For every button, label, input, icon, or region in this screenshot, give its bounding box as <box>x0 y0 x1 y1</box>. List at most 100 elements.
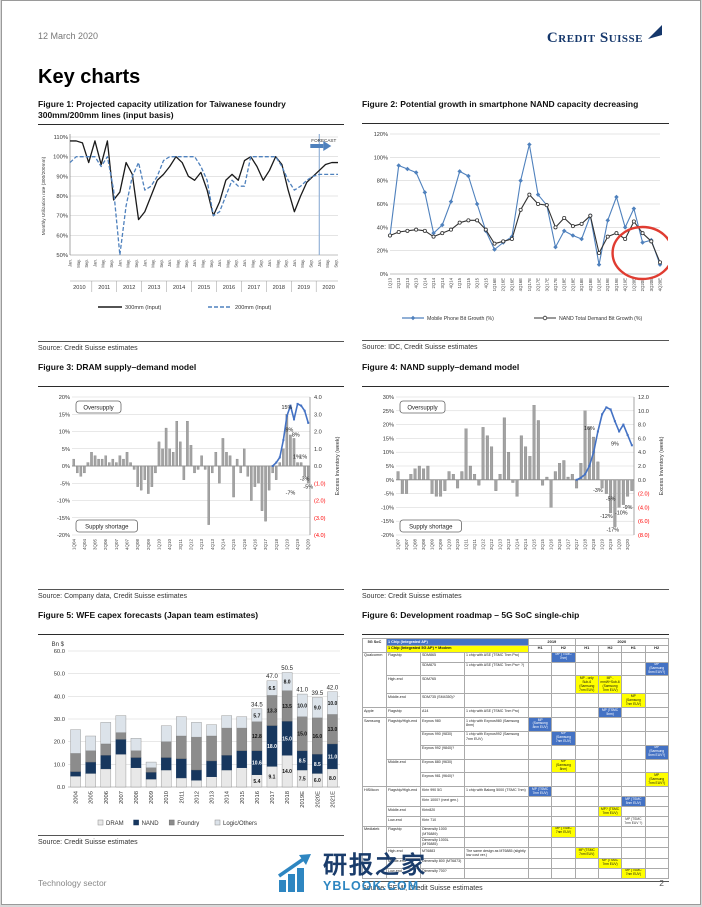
svg-text:34.5: 34.5 <box>251 702 263 708</box>
svg-text:120%: 120% <box>374 132 388 138</box>
svg-text:9.1: 9.1 <box>269 775 276 781</box>
svg-text:2.0: 2.0 <box>314 430 322 436</box>
svg-text:-5%: -5% <box>606 497 616 503</box>
svg-text:90%: 90% <box>56 174 68 180</box>
svg-text:6.0: 6.0 <box>638 436 646 442</box>
svg-text:FORECAST: FORECAST <box>311 138 336 143</box>
svg-text:6.0: 6.0 <box>314 778 321 784</box>
svg-text:1Q19E: 1Q19E <box>597 278 602 292</box>
svg-text:May.: May. <box>200 259 205 268</box>
svg-text:May.: May. <box>250 259 255 268</box>
svg-text:9%: 9% <box>611 441 619 447</box>
svg-text:3Q14: 3Q14 <box>220 539 225 551</box>
figure-2: Figure 2: Potential growth in smartphone… <box>362 99 669 352</box>
svg-text:Excess Inventory (week): Excess Inventory (week) <box>335 437 341 496</box>
svg-text:(6.0): (6.0) <box>638 519 650 525</box>
svg-text:8.0: 8.0 <box>284 680 291 686</box>
svg-text:3Q16E: 3Q16E <box>509 278 514 292</box>
svg-text:-15%: -15% <box>381 519 394 525</box>
svg-text:4Q13: 4Q13 <box>210 539 215 551</box>
svg-text:Jan.: Jan. <box>117 259 122 267</box>
svg-text:3Q15: 3Q15 <box>540 539 545 551</box>
svg-text:4Q19: 4Q19 <box>295 539 300 551</box>
svg-text:2012: 2012 <box>194 791 200 804</box>
svg-text:Sep.: Sep. <box>209 259 214 268</box>
svg-text:-10%: -10% <box>381 505 394 511</box>
svg-text:47.0: 47.0 <box>266 674 278 680</box>
svg-text:39.5: 39.5 <box>311 691 323 697</box>
svg-text:3Q14: 3Q14 <box>523 539 528 551</box>
svg-text:7.5: 7.5 <box>299 777 306 783</box>
svg-text:Monthly Utilization rate (300/: Monthly Utilization rate (300/200mm) <box>41 157 47 236</box>
svg-text:2018: 2018 <box>273 285 285 291</box>
svg-text:13.5: 13.5 <box>282 704 292 710</box>
svg-text:2011: 2011 <box>179 791 185 803</box>
svg-text:9%: 9% <box>285 428 293 434</box>
svg-text:2Q18: 2Q18 <box>274 539 279 551</box>
report-date: 12 March 2020 <box>38 31 99 41</box>
svg-text:-15%: -15% <box>57 516 70 522</box>
svg-text:9.0: 9.0 <box>314 706 321 712</box>
svg-text:4Q14: 4Q14 <box>448 277 453 288</box>
svg-text:3Q08: 3Q08 <box>135 539 140 551</box>
svg-text:8.5: 8.5 <box>314 762 321 768</box>
svg-text:50.0: 50.0 <box>54 672 65 678</box>
svg-text:80%: 80% <box>377 179 388 185</box>
svg-text:3Q19: 3Q19 <box>608 539 613 551</box>
svg-text:Sep.: Sep. <box>159 259 164 268</box>
svg-text:NAND: NAND <box>142 821 160 827</box>
figure-3-title: Figure 3: DRAM supply–demand model <box>38 362 344 388</box>
svg-text:4.0: 4.0 <box>314 395 322 401</box>
svg-text:1Q16: 1Q16 <box>549 539 554 551</box>
svg-text:1Q13: 1Q13 <box>388 277 393 288</box>
svg-text:2021E: 2021E <box>330 791 336 808</box>
page-title: Key charts <box>38 66 141 88</box>
svg-text:3Q17: 3Q17 <box>263 539 268 551</box>
svg-text:3Q18: 3Q18 <box>591 539 596 551</box>
svg-text:60.0: 60.0 <box>54 649 65 655</box>
svg-text:1Q12: 1Q12 <box>481 539 486 551</box>
figure-4-title: Figure 4: NAND supply–demand model <box>362 362 669 388</box>
svg-text:3Q08: 3Q08 <box>421 539 426 551</box>
svg-text:Sep.: Sep. <box>284 259 289 268</box>
svg-text:1Q18: 1Q18 <box>583 539 588 551</box>
svg-text:1Q07: 1Q07 <box>396 539 401 551</box>
svg-text:2016: 2016 <box>255 791 261 804</box>
svg-text:-3%: -3% <box>593 488 603 494</box>
svg-text:15%: 15% <box>282 405 293 411</box>
svg-text:4Q07: 4Q07 <box>125 539 130 551</box>
svg-text:1Q08: 1Q08 <box>413 539 418 551</box>
svg-text:Sep.: Sep. <box>84 259 89 268</box>
svg-text:6.5: 6.5 <box>269 686 276 692</box>
svg-text:4Q16E: 4Q16E <box>518 278 523 292</box>
svg-text:4Q04: 4Q04 <box>82 539 87 551</box>
svg-text:5.4: 5.4 <box>253 779 260 785</box>
svg-text:25%: 25% <box>383 409 394 415</box>
svg-text:May.: May. <box>76 259 81 268</box>
svg-text:Sep.: Sep. <box>184 259 189 268</box>
figure-5-source: Source: Credit Suisse estimates <box>38 835 344 846</box>
svg-text:20%: 20% <box>383 423 394 429</box>
svg-text:Jan.: Jan. <box>317 259 322 267</box>
svg-text:1Q11: 1Q11 <box>464 539 469 550</box>
svg-text:15.0: 15.0 <box>297 732 307 738</box>
svg-text:1Q14: 1Q14 <box>515 539 520 551</box>
svg-text:2019: 2019 <box>297 285 309 291</box>
svg-text:Jan.: Jan. <box>167 259 172 267</box>
svg-text:3Q13: 3Q13 <box>405 277 410 288</box>
svg-text:Jan.: Jan. <box>242 259 247 267</box>
brand-wordmark: Credit Suisse <box>546 30 643 46</box>
svg-text:1Q20E: 1Q20E <box>631 278 636 292</box>
svg-text:8.5: 8.5 <box>299 758 306 764</box>
svg-text:2017: 2017 <box>248 285 260 291</box>
svg-text:3Q11: 3Q11 <box>472 539 477 550</box>
svg-text:Foundry: Foundry <box>177 821 199 827</box>
svg-text:1Q10: 1Q10 <box>447 539 452 551</box>
svg-text:2020: 2020 <box>322 285 334 291</box>
svg-text:2Q18E: 2Q18E <box>570 278 575 292</box>
svg-text:Jan.: Jan. <box>68 259 73 267</box>
svg-text:1Q15: 1Q15 <box>532 539 537 551</box>
svg-text:80%: 80% <box>56 194 68 200</box>
svg-text:-9%: -9% <box>623 505 633 511</box>
